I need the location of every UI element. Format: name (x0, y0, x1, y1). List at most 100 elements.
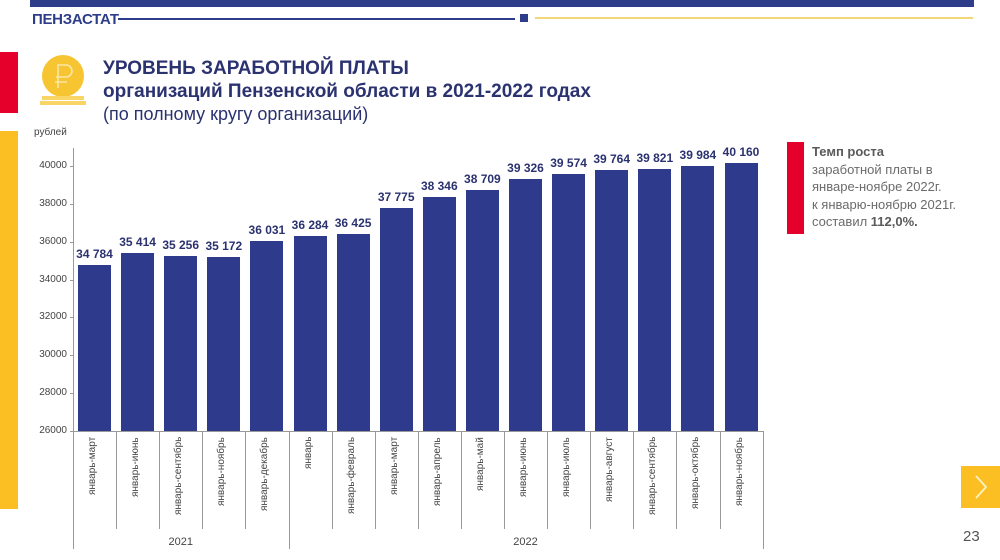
bar (293, 236, 327, 431)
bar-value-label: 35 172 (205, 239, 243, 254)
x-category-separator (159, 431, 161, 529)
y-tick (70, 355, 74, 357)
bar (465, 190, 499, 431)
x-category-label: январь-апрель (431, 437, 443, 506)
bar-value-label: 34 784 (76, 246, 113, 261)
bar-value-label: 36 031 (248, 223, 286, 238)
y-tick-label: 36000 (39, 235, 67, 247)
x-category-separator (202, 431, 204, 529)
y-tick-label: 26000 (39, 425, 67, 436)
x-category-label: январь-ноябрь (733, 437, 745, 506)
y-tick (70, 241, 74, 243)
bar-value-label: 39 821 (636, 151, 674, 166)
y-tick-label: 38000 (39, 197, 67, 209)
x-group-separator (288, 431, 290, 549)
y-tick (70, 393, 74, 395)
chevron-right-icon (974, 475, 987, 499)
x-category-separator (676, 431, 678, 529)
bar-value-label: 39 326 (507, 160, 544, 175)
bar (121, 252, 155, 431)
x-category-separator (504, 431, 505, 529)
bar (595, 170, 629, 431)
y-axis (73, 148, 74, 432)
y-tick-label: 34000 (39, 273, 67, 285)
left-accent-yellow (0, 131, 18, 509)
y-tick-label: 40000 (39, 160, 67, 171)
bar (681, 166, 715, 431)
year-group-label: 2021 (168, 536, 193, 548)
note-line: заработной платы в (812, 161, 933, 177)
bar-value-label: 39 984 (679, 148, 717, 163)
x-category-label: январь-июль (561, 437, 573, 497)
bar (552, 174, 586, 431)
x-category-separator (374, 431, 376, 529)
bar (379, 208, 413, 431)
y-tick-label: 32000 (39, 311, 67, 323)
bar-value-label: 35 414 (119, 234, 156, 249)
x-category-separator (547, 431, 549, 529)
x-category-separator (590, 431, 592, 529)
bar (422, 197, 456, 431)
x-category-separator (719, 431, 721, 529)
bar (336, 233, 370, 431)
bar-value-label: 39 764 (593, 152, 631, 167)
growth-rate-value: 112,0%. (870, 214, 918, 229)
chart-title-line2: организаций Пензенской области в 2021-20… (103, 81, 591, 102)
x-category-label: январь-март (388, 437, 400, 496)
header-square-marker (520, 14, 528, 22)
bar-value-label: 38 709 (464, 172, 501, 187)
x-category-label: январь-декабрь (259, 437, 271, 511)
bar-value-label: 39 574 (550, 156, 587, 171)
header-divider (118, 18, 515, 20)
x-category-label: январь-август (604, 437, 616, 502)
bar-value-label: 40 160 (722, 144, 760, 159)
note-line: составил (812, 214, 871, 229)
bar-value-label: 36 425 (334, 215, 372, 230)
bar-value-label: 37 775 (377, 190, 415, 205)
x-category-label: январь-сентябрь (173, 437, 185, 516)
x-group-separator (73, 431, 74, 549)
header-top-bar (30, 0, 974, 7)
x-category-separator (633, 431, 635, 529)
x-axis (70, 431, 764, 432)
bar (164, 255, 198, 431)
bar-value-label: 38 346 (420, 179, 458, 194)
y-tick-label: 28000 (39, 387, 67, 399)
note-accent-bar (787, 142, 804, 234)
bar (207, 257, 241, 431)
header-divider-yellow (535, 17, 973, 19)
y-axis-label: рублей (34, 127, 67, 138)
note-line: январе-ноябре 2022г. (812, 179, 942, 194)
x-category-separator (417, 431, 419, 529)
note-heading: Темп роста (812, 144, 884, 159)
y-tick (70, 431, 74, 432)
x-category-label: январь-сентябрь (647, 437, 659, 516)
bar-value-label: 35 256 (162, 237, 200, 252)
y-tick (70, 279, 74, 281)
bar (250, 241, 284, 431)
note-line: к январю-ноябрю 2021г. (812, 196, 956, 212)
growth-note: Темп роста заработной платы в январе-ноя… (812, 143, 992, 231)
x-category-label: январь-октябрь (690, 437, 702, 510)
x-category-label: январь-март (87, 437, 98, 496)
x-category-label: январь-ноябрь (216, 437, 228, 506)
y-tick (70, 317, 74, 319)
x-category-label: январь-июнь (518, 437, 529, 497)
left-accent-red (0, 52, 18, 113)
x-category-separator (116, 431, 118, 529)
bar-value-label: 36 284 (291, 218, 329, 233)
page-number: 23 (963, 528, 980, 545)
y-tick-label: 30000 (39, 349, 67, 361)
year-group-label: 2022 (513, 536, 538, 548)
bar (78, 264, 111, 431)
x-category-label: январь (302, 437, 314, 470)
bar (509, 178, 542, 431)
next-slide-button[interactable] (961, 466, 1000, 508)
x-category-separator (245, 431, 247, 529)
chart-subtitle: (по полному кругу организаций) (103, 104, 369, 124)
bar (638, 169, 672, 431)
x-category-separator (460, 431, 462, 529)
chart-title: УРОВЕНЬ ЗАРАБОТНОЙ ПЛАТЫ (103, 58, 409, 79)
ruble-coin-icon (40, 55, 86, 105)
x-category-label: январь-май (474, 437, 486, 491)
